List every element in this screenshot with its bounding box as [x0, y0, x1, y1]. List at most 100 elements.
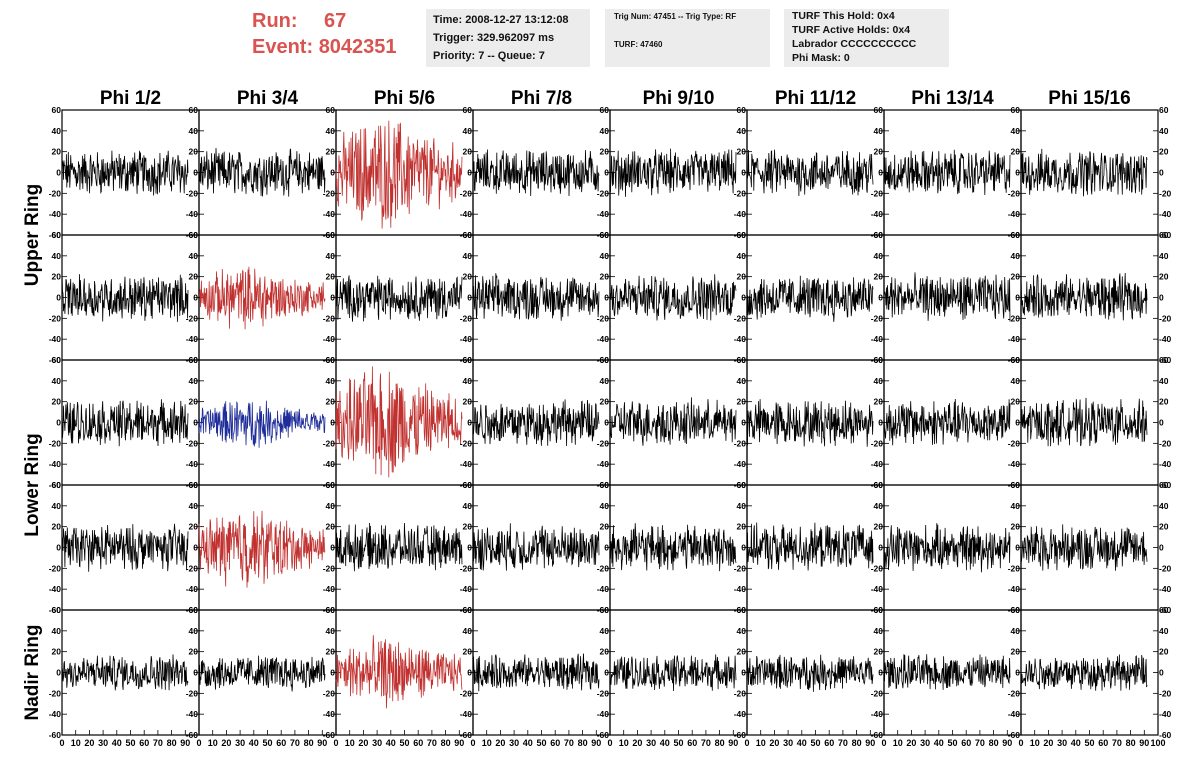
waveform-trace	[609, 274, 737, 321]
y-tick-label: 0	[330, 668, 335, 678]
waveform-trace	[472, 653, 600, 692]
y-tick-label: -60	[1159, 480, 1172, 490]
y-tick-label: -20	[460, 688, 473, 698]
y-tick-label: -60	[49, 480, 62, 490]
waveform-trace	[746, 654, 874, 692]
phi-mask-text: Phi Mask: 0	[792, 52, 850, 64]
x-tick-label: 40	[934, 738, 944, 748]
y-tick-label: -40	[49, 209, 62, 219]
y-tick-label: -60	[49, 230, 62, 240]
y-tick-label: 60	[1011, 230, 1021, 240]
y-tick-label: 0	[1159, 418, 1164, 428]
y-tick-label: -40	[1008, 584, 1021, 594]
y-tick-label: 60	[1159, 230, 1169, 240]
x-tick-label: 0	[1018, 738, 1023, 748]
y-tick-label: -40	[1159, 709, 1172, 719]
y-tick-label: 60	[600, 480, 610, 490]
waveform-trace	[472, 149, 600, 197]
y-tick-label: -20	[49, 188, 62, 198]
x-tick-label: 70	[427, 738, 437, 748]
x-tick-label: 50	[125, 738, 135, 748]
y-tick-label: 40	[463, 251, 473, 261]
y-tick-label: -20	[460, 563, 473, 573]
y-tick-label: 0	[741, 668, 746, 678]
y-tick-label: 20	[737, 147, 747, 157]
y-tick-label: 40	[737, 251, 747, 261]
waveform-trace	[61, 272, 189, 322]
y-tick-label: 60	[874, 355, 884, 365]
y-tick-label: -40	[734, 334, 747, 344]
y-tick-label: 60	[600, 605, 610, 615]
y-tick-label: 60	[52, 480, 62, 490]
y-tick-label: 0	[330, 293, 335, 303]
y-tick-label: 20	[737, 272, 747, 282]
y-tick-label: 40	[189, 251, 199, 261]
x-tick-label: 20	[906, 738, 916, 748]
y-tick-label: -20	[597, 188, 610, 198]
x-tick-label: 70	[1112, 738, 1122, 748]
y-tick-label: 20	[1159, 647, 1169, 657]
y-tick-label: 60	[737, 355, 747, 365]
y-tick-label: 20	[189, 147, 199, 157]
y-tick-label: 60	[874, 105, 884, 115]
x-tick-label: 20	[1043, 738, 1053, 748]
y-tick-label: -40	[323, 584, 336, 594]
column-header: Phi 5/6	[374, 88, 435, 109]
y-tick-label: 0	[604, 668, 609, 678]
y-tick-label: -20	[871, 563, 884, 573]
waveform-trace	[198, 266, 326, 330]
run-label: Run:	[252, 10, 298, 32]
y-tick-label: 0	[1015, 543, 1020, 553]
y-tick-label: 20	[189, 272, 199, 282]
x-tick-label: 40	[523, 738, 533, 748]
y-tick-label: -40	[460, 709, 473, 719]
y-tick-label: -20	[49, 563, 62, 573]
y-tick-label: -20	[1159, 688, 1172, 698]
y-tick-label: -20	[323, 563, 336, 573]
x-tick-label: 0	[470, 738, 475, 748]
y-tick-label: -60	[734, 730, 747, 740]
y-tick-label: 0	[330, 168, 335, 178]
y-tick-label: 0	[604, 293, 609, 303]
waveform-trace	[472, 273, 600, 321]
y-tick-label: -20	[597, 313, 610, 323]
y-tick-label: 60	[737, 480, 747, 490]
waveform-trace	[335, 635, 463, 709]
y-tick-label: 20	[326, 272, 336, 282]
trigger-text: Trigger: 329.962097 ms	[433, 32, 555, 44]
x-tick-label: 40	[797, 738, 807, 748]
y-tick-label: 0	[193, 668, 198, 678]
y-tick-label: 20	[600, 272, 610, 282]
y-tick-label: 40	[326, 501, 336, 511]
y-tick-label: -40	[597, 459, 610, 469]
y-tick-label: -40	[186, 584, 199, 594]
x-tick-label: 0	[196, 738, 201, 748]
x-tick-label: 10	[756, 738, 766, 748]
y-tick-label: -40	[1008, 334, 1021, 344]
y-tick-label: 60	[874, 605, 884, 615]
y-tick-label: -40	[1159, 584, 1172, 594]
x-tick-label: 60	[413, 738, 423, 748]
y-tick-label: 20	[1159, 147, 1169, 157]
x-tick-label: 70	[564, 738, 574, 748]
y-tick-label: 20	[737, 397, 747, 407]
x-tick-label: 10	[345, 738, 355, 748]
x-tick-label: 80	[441, 738, 451, 748]
x-tick-label: 30	[646, 738, 656, 748]
y-tick-label: 0	[741, 418, 746, 428]
x-tick-label: 0	[333, 738, 338, 748]
y-tick-label: -20	[871, 188, 884, 198]
y-tick-label: -20	[871, 438, 884, 448]
y-tick-label: 20	[600, 522, 610, 532]
y-tick-label: 0	[741, 293, 746, 303]
y-tick-label: -60	[1008, 730, 1021, 740]
x-tick-label: 60	[550, 738, 560, 748]
y-tick-label: -20	[1008, 313, 1021, 323]
waveform-trace	[609, 397, 737, 446]
y-tick-label: 20	[52, 522, 62, 532]
column-header: Phi 3/4	[237, 88, 299, 109]
x-tick-label: 0	[59, 738, 64, 748]
y-tick-label: -40	[734, 459, 747, 469]
y-tick-label: 0	[56, 418, 61, 428]
y-tick-label: -20	[597, 438, 610, 448]
